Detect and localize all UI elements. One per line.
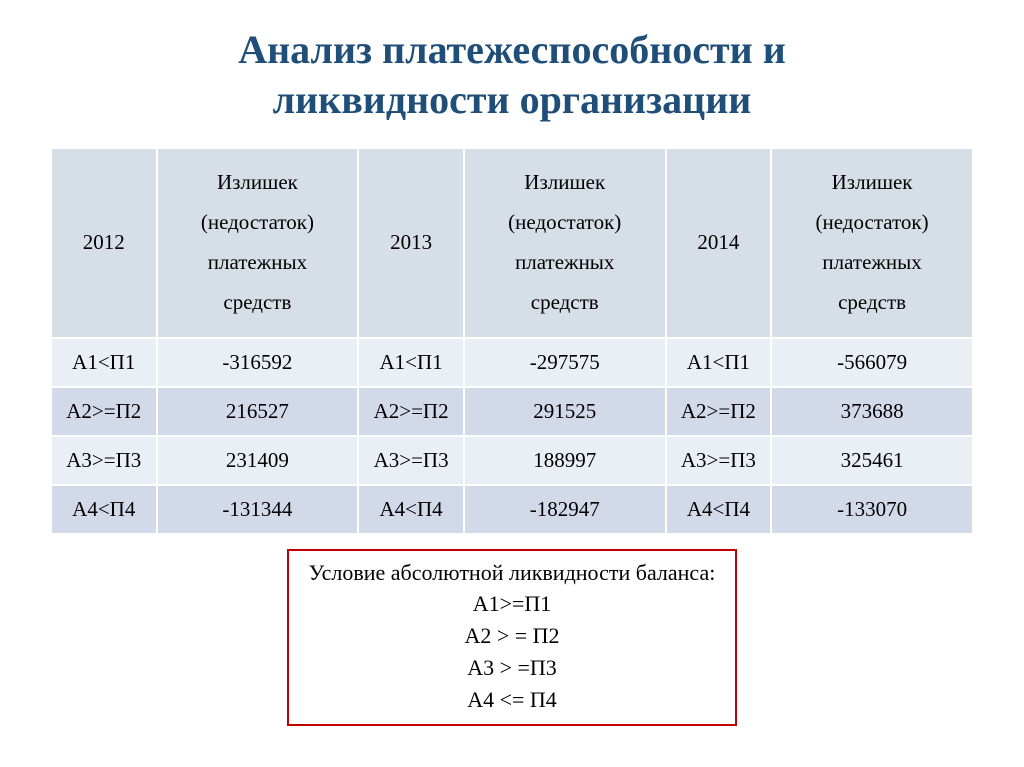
condition-box: Условие абсолютной ликвидности баланса: … [287,549,738,726]
slide-title: Анализ платежеспособности и ликвидности о… [50,25,974,125]
condition-line: А2 > = П2 [309,620,716,652]
table-cell: А1<П1 [358,338,464,387]
table-cell: А2>=П2 [358,387,464,436]
table-cell: А3>=П3 [666,436,772,485]
table-cell: 216527 [157,387,359,436]
table-row: А2>=П2216527А2>=П2291525А2>=П2373688 [51,387,973,436]
table-cell: А1<П1 [666,338,772,387]
title-line: ликвидности организации [273,77,752,122]
condition-line: А1>=П1 [309,588,716,620]
table-row: А3>=П3231409А3>=П3188997А3>=П3325461 [51,436,973,485]
table-cell: 231409 [157,436,359,485]
table-cell: А4<П4 [666,485,772,534]
table-cell: -182947 [464,485,666,534]
table-cell: А2>=П2 [51,387,157,436]
table-head: 2012Излишек(недостаток)платежныхсредств2… [51,148,973,338]
table-header-row: 2012Излишек(недостаток)платежныхсредств2… [51,148,973,338]
title-line: Анализ платежеспособности и [238,27,786,72]
condition-title: Условие абсолютной ликвидности баланса: [309,557,716,589]
table-cell: -133070 [771,485,973,534]
table-cell: -566079 [771,338,973,387]
table-cell: А4<П4 [358,485,464,534]
condition-line: А3 > =П3 [309,652,716,684]
table-header-cell: 2014 [666,148,772,338]
table-body: А1<П1-316592А1<П1-297575А1<П1-566079А2>=… [51,338,973,534]
liquidity-table: 2012Излишек(недостаток)платежныхсредств2… [50,147,974,535]
table-cell: 291525 [464,387,666,436]
table-cell: А2>=П2 [666,387,772,436]
condition-line: А4 <= П4 [309,684,716,716]
slide: Анализ платежеспособности и ликвидности о… [0,0,1024,767]
table-header-cell: 2012 [51,148,157,338]
table-row: А1<П1-316592А1<П1-297575А1<П1-566079 [51,338,973,387]
table-header-cell: Излишек(недостаток)платежныхсредств [771,148,973,338]
table-cell: А3>=П3 [358,436,464,485]
table-cell: -131344 [157,485,359,534]
table-cell: 188997 [464,436,666,485]
table-cell: -316592 [157,338,359,387]
table-cell: -297575 [464,338,666,387]
table-header-cell: 2013 [358,148,464,338]
table-header-cell: Излишек(недостаток)платежныхсредств [157,148,359,338]
table-row: А4<П4-131344А4<П4-182947А4<П4-133070 [51,485,973,534]
table-header-cell: Излишек(недостаток)платежныхсредств [464,148,666,338]
table-cell: 325461 [771,436,973,485]
table-cell: А3>=П3 [51,436,157,485]
table-cell: 373688 [771,387,973,436]
table-cell: А4<П4 [51,485,157,534]
table-cell: А1<П1 [51,338,157,387]
